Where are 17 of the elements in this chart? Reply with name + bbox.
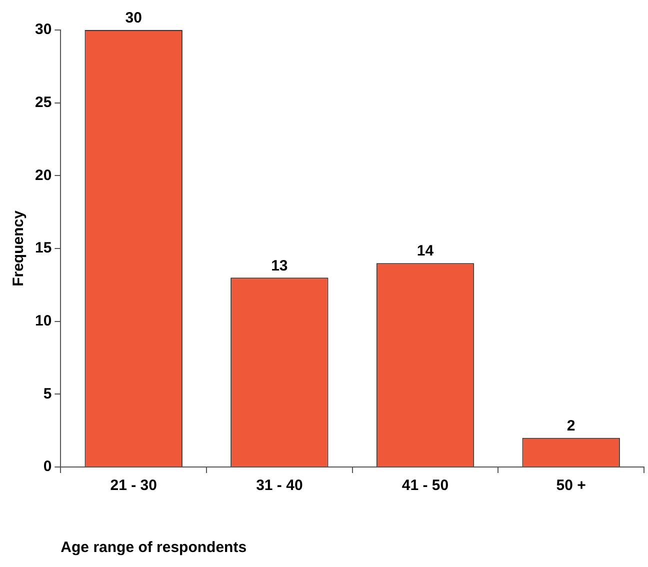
y-tick-label: 20 [34, 166, 52, 184]
data-label: 2 [566, 418, 576, 435]
y-tick-label: 30 [34, 21, 52, 38]
x-tick-label: 41 - 50 [402, 477, 449, 494]
data-label: 14 [416, 242, 434, 260]
x-axis-title: Age range of respondents [60, 539, 247, 556]
data-label: 30 [125, 10, 142, 27]
x-tick-label: 50 + [556, 477, 586, 494]
x-tick-label: 21 - 30 [110, 477, 157, 494]
y-tick-label: 10 [34, 312, 52, 330]
x-tick-label: 31 - 40 [256, 477, 303, 494]
y-tick-label: 25 [34, 94, 52, 111]
y-tick-label: 5 [43, 385, 52, 402]
y-axis-title: Frequency [10, 210, 28, 286]
data-label: 13 [271, 257, 288, 274]
y-tick-label: 15 [34, 240, 52, 257]
y-tick-label: 0 [43, 458, 52, 476]
